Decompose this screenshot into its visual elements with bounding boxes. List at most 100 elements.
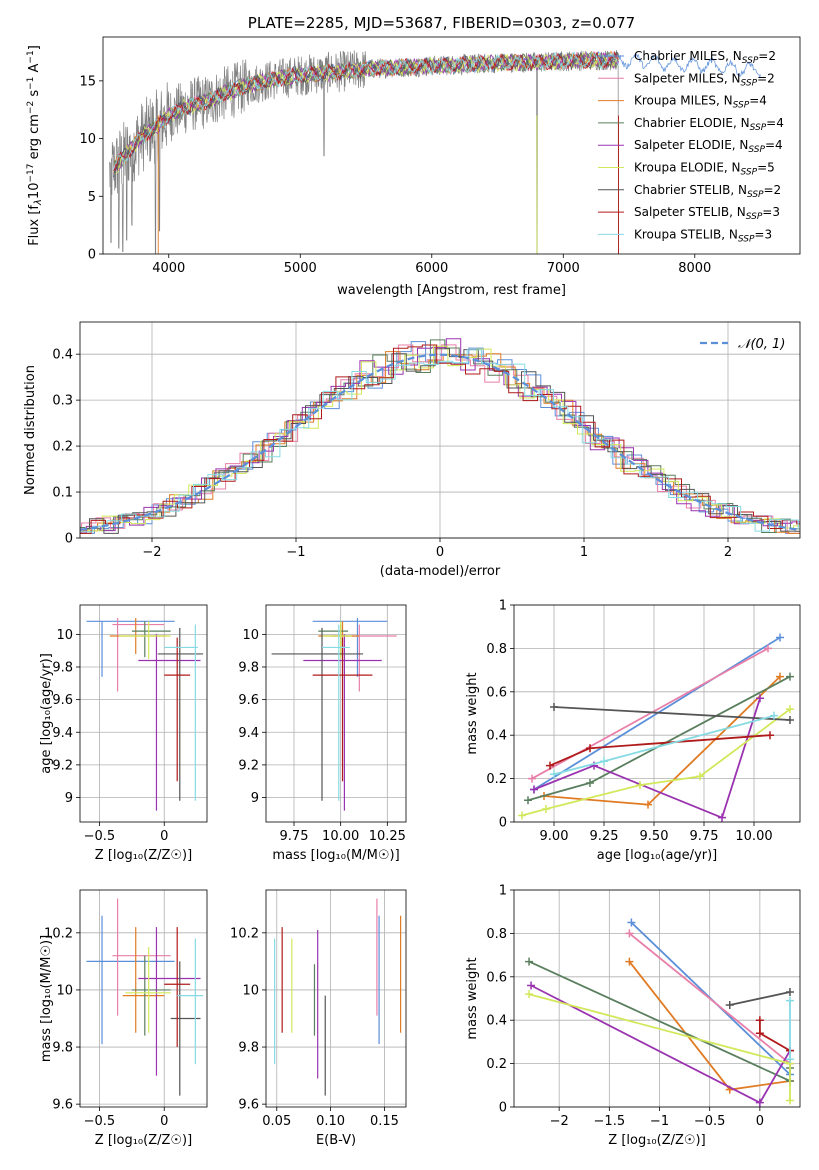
y-tick-label: 9 — [251, 791, 259, 806]
x-tick-label: 10.00 — [735, 829, 772, 844]
plot-area — [274, 898, 402, 1096]
series-marker — [766, 731, 774, 740]
series-chabrier-stelib — [725, 987, 794, 1010]
legend-item-salpeter-stelib: Salpeter STELIB, NSSP=3 — [598, 205, 780, 222]
x-tick-label: 9.25 — [590, 829, 619, 844]
x-tick-label: 2 — [724, 545, 732, 560]
series-salpeter-stelib — [755, 1016, 794, 1055]
series-salpeter-stelib — [546, 731, 774, 770]
series-marker — [644, 800, 652, 809]
y-tick-label: 9.8 — [52, 661, 73, 676]
y-tick-label: 10 — [242, 983, 259, 998]
hist-kroupa-elodie — [80, 345, 800, 532]
legend-label-text: Chabrier ELODIE, N — [634, 116, 750, 130]
legend-label-tail: =4 — [766, 116, 784, 130]
series-marker — [636, 781, 644, 790]
x-tick-label: 0.05 — [262, 1114, 291, 1129]
legend-label-sub: SSP — [741, 78, 758, 88]
x-tick-label: 6000 — [415, 261, 448, 276]
legend-label-text: Kroupa ELODIE, N — [634, 161, 741, 175]
y-tick-label: 0.4 — [486, 1014, 507, 1029]
point-kroupa-elodie — [322, 621, 352, 659]
hist-chabrier-stelib — [80, 348, 800, 534]
legend-label-text: Kroupa STELIB, N — [634, 227, 738, 241]
point-kroupa-elodie — [125, 947, 171, 1033]
x-tick-label: 0 — [160, 829, 168, 844]
legend-label-tail: =2 — [758, 49, 776, 63]
point-kroupa-miles — [122, 927, 165, 1033]
point-salpeter-stelib — [164, 637, 191, 782]
legend-label: Kroupa MILES, NSSP=4 — [634, 94, 767, 111]
y-axis-label-part: −1 — [26, 50, 36, 63]
y-tick-label: 0.8 — [486, 642, 507, 657]
y-axis-label-part: s — [27, 90, 42, 101]
y-tick-label: 10 — [79, 132, 96, 147]
chart-weight-vs-age: 9.00 9.25 9.50 9.75 10.00 0 0.2 0.4 0.6 0.8 1 age [… — [465, 599, 801, 863]
y-tick-label: 10 — [56, 983, 73, 998]
series-marker — [524, 796, 532, 805]
legend-label-sub: SSP — [738, 234, 755, 244]
model-chabrier-elodie — [113, 51, 619, 168]
x-axis-label: Z [log₁₀(Z/Z☉)] — [95, 848, 192, 863]
x-tick-label: 9.50 — [640, 829, 669, 844]
point-chabrier-miles — [86, 620, 175, 677]
legend-label: Salpeter MILES, NSSP=2 — [634, 71, 775, 88]
x-tick-label: 9.75 — [280, 829, 309, 844]
point-chabrier-miles — [86, 915, 175, 1045]
y-tick-label: 9.4 — [238, 726, 259, 741]
plot-area — [80, 338, 800, 534]
point-kroupa-stelib — [164, 624, 198, 801]
series-marker — [627, 918, 636, 927]
series-marker — [542, 804, 550, 813]
y-axis-label-part: −1 — [26, 77, 36, 90]
x-tick-label: −1.5 — [594, 1114, 626, 1129]
legend-label-text: Salpeter MILES, N — [634, 71, 741, 85]
legend-item-kroupa-elodie: Kroupa ELODIE, NSSP=5 — [598, 161, 775, 178]
x-tick-label: 8000 — [678, 261, 711, 276]
x-tick-label: −2 — [550, 1114, 569, 1129]
axes-frame — [513, 604, 801, 823]
point-chabrier-stelib — [271, 627, 364, 801]
y-tick-label: 9.8 — [52, 1041, 73, 1056]
x-tick-label: 0 — [436, 545, 444, 560]
point-salpeter-stelib — [312, 637, 373, 782]
series-marker — [764, 644, 772, 653]
y-tick-label: 1 — [499, 884, 507, 899]
legend-label: Chabrier MILES, NSSP=2 — [634, 49, 776, 66]
y-tick-label: 9.4 — [52, 726, 73, 741]
chart-spectrum: 4000 5000 6000 7000 8000 0 5 10 15 wavelength [An… — [26, 36, 801, 298]
hist-salpeter-stelib — [80, 344, 800, 534]
plot-area — [271, 618, 397, 811]
x-axis-label: Z [log₁₀(Z/Z☉)] — [95, 1133, 192, 1148]
series-salpeter-elodie — [530, 694, 764, 822]
series-marker — [600, 757, 608, 766]
plot-area — [109, 50, 761, 254]
series-marker — [770, 711, 778, 720]
legend-label-sub: SSP — [742, 56, 759, 66]
series-marker — [696, 772, 704, 781]
legend-label-tail: =4 — [765, 138, 783, 152]
y-tick-label: 9.2 — [238, 758, 259, 773]
x-tick-label: −0.5 — [84, 829, 116, 844]
legend-item-salpeter-miles: Salpeter MILES, NSSP=2 — [598, 71, 775, 88]
x-tick-label: −0.5 — [694, 1114, 726, 1129]
y-axis-label: Flux [fλ10−17 erg cm−2 s−1 A−1] — [26, 45, 44, 246]
y-tick-label: 9.8 — [238, 1041, 259, 1056]
point-salpeter-stelib — [164, 927, 191, 1048]
x-tick-label: −2 — [142, 545, 161, 560]
legend-label-sub: SSP — [750, 123, 767, 133]
y-tick-label: 0.2 — [52, 440, 73, 455]
x-tick-label: −0.5 — [84, 1114, 116, 1129]
legend-item-chabrier-miles: Chabrier MILES, NSSP=2 — [598, 49, 776, 66]
series-marker — [625, 929, 634, 938]
plot-area — [86, 618, 204, 811]
series-marker — [756, 694, 764, 703]
y-tick-label: 0.4 — [52, 348, 73, 363]
y-axis-label-part: −17 — [26, 164, 36, 183]
point-chabrier-stelib — [170, 961, 201, 1096]
y-tick-label: 1 — [499, 599, 507, 614]
point-salpeter-elodie — [138, 927, 201, 1076]
y-tick-label: 0.6 — [486, 970, 507, 985]
series-marker — [518, 811, 526, 820]
axes-frame — [79, 321, 801, 539]
